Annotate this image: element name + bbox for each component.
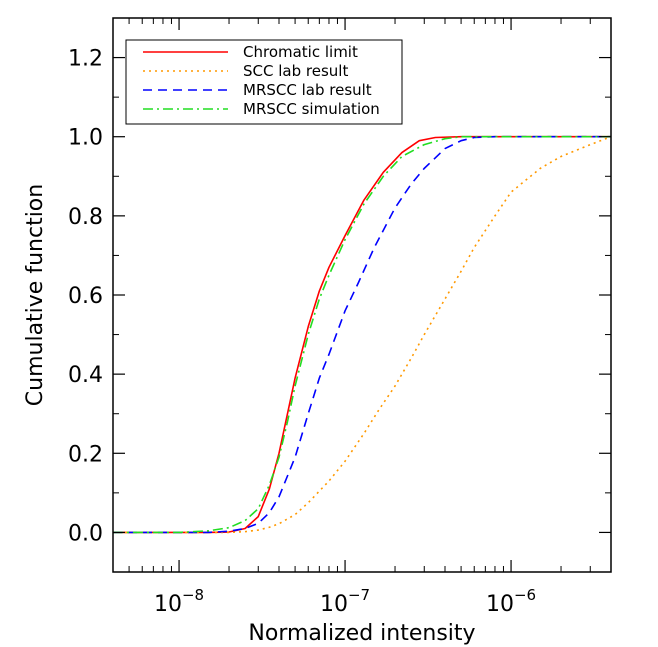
series-line-1: [113, 135, 611, 534]
series-line-2: [113, 135, 611, 534]
series-line-0: [113, 135, 611, 534]
y-tick-label: 1.0: [68, 126, 103, 151]
tick-layer: 0.0 0.2 0.4 0.6 0.8 1.0 1.2 10−8 10−7 10−6: [68, 17, 612, 617]
y-tick-label: 0.2: [68, 442, 103, 467]
x-tick-label: 10−6: [486, 586, 536, 617]
y-tick-label: 0.6: [68, 284, 103, 309]
x-axis-title: Normalized intensity: [248, 621, 475, 646]
series-layer: [113, 135, 611, 534]
legend-label-1: SCC lab result: [243, 62, 348, 80]
y-tick-label: 1.2: [68, 47, 103, 72]
legend-box: [125, 39, 403, 125]
y-tick-label: 0.4: [68, 363, 103, 388]
legend-label-0: Chromatic limit: [243, 43, 358, 61]
legend-label-2: MRSCC lab result: [243, 81, 372, 99]
y-axis-title: Cumulative function: [23, 184, 48, 406]
x-tick-label: 10−8: [154, 586, 204, 617]
x-tick-label: 10−7: [320, 586, 370, 617]
y-tick-label: 0.0: [68, 521, 103, 546]
series-line-3: [113, 135, 611, 534]
legend-label-3: MRSCC simulation: [243, 100, 380, 118]
y-tick-label: 0.8: [68, 205, 103, 230]
